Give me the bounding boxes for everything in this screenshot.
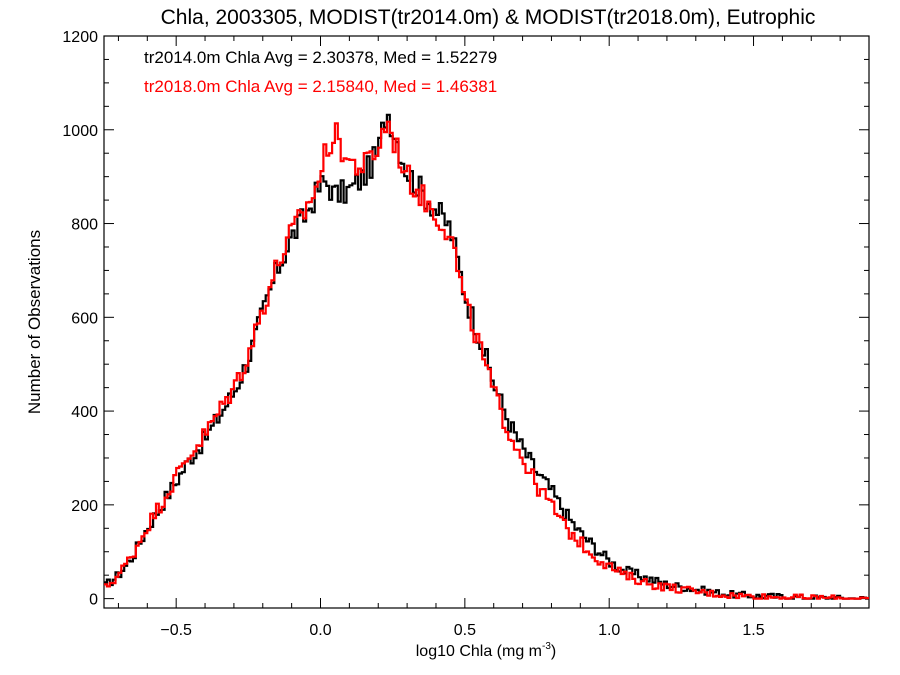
x-axis-label-superscript: -3 (542, 641, 551, 652)
x-axis-label-text: log10 Chla (mg m (416, 643, 542, 660)
x-tick-label: 1.5 (742, 622, 764, 639)
y-tick-label: 1200 (62, 29, 98, 46)
y-axis-label: Number of Observations (25, 230, 44, 414)
x-tick-label: −0.5 (160, 622, 192, 639)
x-tick-label: 0.0 (309, 622, 331, 639)
y-tick-label: 400 (71, 404, 98, 421)
x-axis-label: log10 Chla (mg m-3) (416, 641, 557, 660)
axis-ticks (104, 35, 870, 608)
chart-title: Chla, 2003305, MODIST(tr2014.0m) & MODIS… (161, 6, 816, 29)
y-tick-label: 0 (89, 592, 98, 609)
y-tick-label: 1000 (62, 123, 98, 140)
series-line-1 (104, 120, 869, 600)
annotation-tr2018: tr2018.0m Chla Avg = 2.15840, Med = 1.46… (144, 77, 497, 96)
y-tick-label: 600 (71, 310, 98, 327)
y-tick-label: 200 (71, 498, 98, 515)
x-tick-label: 0.5 (454, 622, 476, 639)
series-line-0 (104, 113, 869, 600)
axis-tick-labels: −0.5 0.0 0.5 1.0 1.5 0 200 400 600 800 1000 1200 (62, 29, 764, 639)
x-tick-label: 1.0 (598, 622, 620, 639)
series-layer (104, 113, 869, 600)
y-tick-label: 800 (71, 217, 98, 234)
plot-frame (103, 35, 870, 609)
annotation-tr2014: tr2014.0m Chla Avg = 2.30378, Med = 1.52… (144, 48, 497, 67)
x-axis-label-close: ) (551, 643, 556, 660)
